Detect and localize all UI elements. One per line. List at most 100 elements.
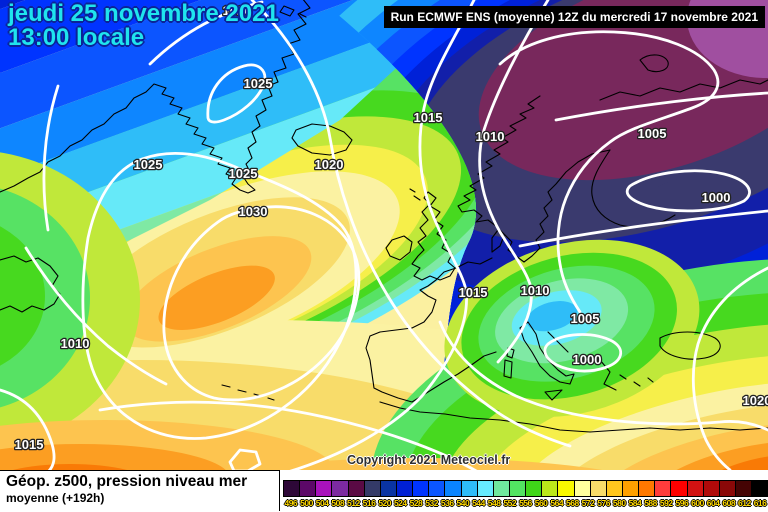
isobar-label: 1020: [315, 157, 344, 172]
balkans-greece-coast: [547, 331, 654, 391]
isobar-label: 1025: [229, 166, 258, 181]
isobar-label: 1010: [521, 283, 550, 298]
legend-value: 536: [440, 498, 454, 508]
footer-bar: Géop. z500, pression niveau mer moyenne …: [0, 470, 768, 512]
legend-cell: [719, 480, 736, 497]
isobar-label: 1030: [239, 204, 268, 219]
legend-cell: [752, 480, 768, 497]
legend-value: 544: [472, 498, 485, 508]
isobar-label: 1000: [702, 190, 731, 205]
forecast-date: jeudi 25 novembre 2021: [8, 0, 279, 27]
legend-value: 580: [612, 498, 626, 508]
legend-cell: [526, 480, 543, 497]
color-scale-legend: 496 500 504 508 512 516 520 524 528 532 536 540 544 5…: [283, 480, 768, 512]
legend-value: 572: [581, 498, 595, 508]
arctic-russia-coast: [599, 54, 768, 101]
legend-cell: [590, 480, 607, 497]
legend-cell: [687, 480, 704, 497]
legend-cell: [606, 480, 623, 497]
legend-cell: [396, 480, 414, 497]
ireland-coast: [385, 235, 413, 261]
legend-value: 588: [644, 498, 657, 508]
legend-value: 540: [456, 498, 470, 508]
legend-cell: [574, 480, 591, 497]
black-sea-coast: [659, 331, 721, 360]
greenland-coast: [0, 0, 311, 194]
legend-value: 520: [378, 498, 391, 508]
legend-cell: [542, 480, 559, 497]
legend-value: 592: [659, 498, 673, 508]
legend-cell: [558, 480, 575, 497]
map-fill-layers: [0, 0, 768, 472]
legend-cell: [639, 480, 656, 497]
legend-cell: [283, 480, 301, 497]
legend-value: 508: [331, 498, 345, 508]
legend-cell: [461, 480, 478, 497]
azores-islands: [221, 384, 275, 401]
great-britain-coast: [409, 188, 456, 281]
legend-cell: [413, 480, 430, 497]
legend-cell: [300, 480, 317, 497]
isobar-label: 1000: [573, 352, 602, 367]
isobar-label: 1015: [459, 285, 488, 300]
legend-cell: [332, 480, 349, 497]
iceland-coast: [291, 123, 353, 156]
legend-cell: [735, 480, 753, 497]
legend-value: 548: [487, 498, 501, 508]
legend-value: 616: [753, 498, 767, 508]
legend-value: 564: [550, 498, 564, 508]
legend-cell: [364, 480, 381, 497]
model-run-info: Run ECMWF ENS (moyenne) 12Z du mercredi …: [383, 6, 765, 28]
legend-value: 604: [706, 498, 720, 508]
isobar-label: 1015: [15, 437, 44, 452]
isobar-label: 1005: [638, 126, 667, 141]
isobar-label: 1015: [414, 110, 443, 125]
legend-value: 568: [566, 498, 579, 508]
isobar-label: 1020: [223, 3, 252, 18]
legend-value: 500: [300, 498, 313, 508]
legend-value: 512: [347, 498, 360, 508]
legend-cell: [509, 480, 527, 497]
isobar-label: 1025: [244, 76, 273, 91]
legend-cell: [316, 480, 333, 497]
legend-value: 584: [628, 498, 642, 508]
isobar-label: 1010: [61, 336, 90, 351]
scandinavia-coast: [457, 95, 611, 263]
legend-cell: [477, 480, 494, 497]
legend-value: 560: [534, 498, 548, 508]
legend-cell: [703, 480, 720, 497]
map-subtitle: moyenne (+192h): [6, 490, 105, 505]
isobar-label: 1020: [743, 393, 768, 408]
svalbard-coast: [279, 5, 307, 18]
legend-cell: [445, 480, 462, 497]
north-africa-coast: [379, 401, 768, 433]
legend-value: 600: [691, 498, 704, 508]
legend-value: 532: [425, 498, 438, 508]
legend-value: 612: [738, 498, 751, 508]
isobar-pressure-labels: 1020 1025 1015 1010 1005 1000 1025 1025 1020 1030…: [13, 2, 768, 454]
map-title: Géop. z500, pression niveau mer: [6, 473, 248, 490]
map-description-box: Géop. z500, pression niveau mer moyenne …: [0, 470, 280, 511]
legend-value: 516: [362, 498, 376, 508]
legend-cell: [429, 480, 446, 497]
legend-cell: [348, 480, 365, 497]
legend-value: 596: [675, 498, 689, 508]
legend-value: 528: [409, 498, 423, 508]
legend-color-cells: [283, 480, 768, 497]
legend-value: 576: [597, 498, 610, 508]
legend-value: 504: [315, 498, 329, 508]
legend-cell: [622, 480, 640, 497]
legend-cell: [671, 480, 688, 497]
legend-value: 496: [284, 498, 298, 508]
legend-value: 552: [503, 498, 517, 508]
legend-cell: [655, 480, 672, 497]
legend-value: 524: [393, 498, 407, 508]
legend-value-labels: 496 500 504 508 512 516 520 524 528 532 536 540 544 5…: [283, 498, 768, 510]
weather-map: 1020 1025 1015 1010 1005 1000 1025 1025 1020 1030…: [0, 0, 768, 472]
legend-cell: [493, 480, 510, 497]
forecast-datetime: jeudi 25 novembre 2021 13:00 locale: [8, 0, 279, 52]
forecast-time: 13:00 locale: [8, 24, 145, 52]
isobar-label: 1025: [134, 157, 163, 172]
legend-value: 556: [519, 498, 532, 508]
